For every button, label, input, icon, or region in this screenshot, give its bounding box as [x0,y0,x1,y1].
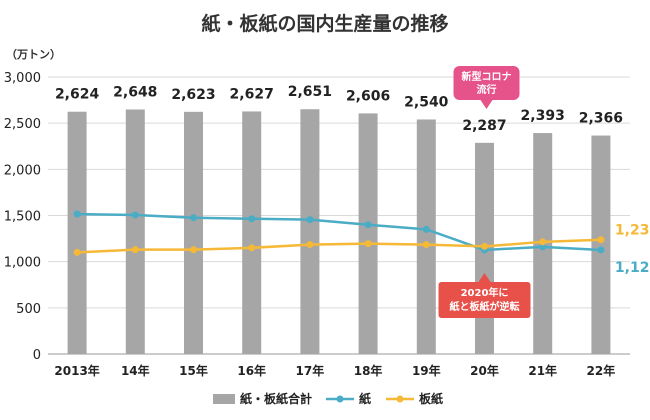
bar-value-label: 2,648 [113,85,157,101]
callout-text: 2020年に [461,286,509,299]
bar [242,111,262,354]
bar-value-label: 2,287 [462,118,506,134]
y-tick-label: 1,000 [4,256,41,271]
data-point [73,248,81,256]
line-series: 1,127 1,238 [73,210,650,276]
x-tick-label: 22年 [587,363,616,378]
bar-value-label: 2,651 [288,84,332,100]
data-point [306,241,314,249]
callout-box [438,282,531,318]
bar-value-label: 2,606 [346,88,390,104]
x-tick-label: 2013年 [54,363,99,378]
bar-value-label: 2,624 [55,87,100,103]
callout-box [453,66,520,100]
data-point [364,221,372,229]
data-point [248,215,256,223]
data-point [73,210,81,218]
data-point [597,236,605,244]
legend-label: 紙・板紙合計 [240,391,312,406]
bar [358,113,378,354]
bar-series [67,109,611,355]
bar-value-label: 2,393 [521,108,565,124]
legend-label: 板紙 [419,391,443,406]
x-tick-label: 18年 [354,363,383,378]
y-tick-label: 2,000 [4,163,41,178]
data-point [481,242,488,250]
x-tick-label: 16年 [237,363,266,378]
data-point [539,243,547,251]
bar-value-labels: 2,624 2,648 2,623 2,627 2,651 2,606 2,540 2,287… [55,84,623,134]
y-tick-label: 500 [16,302,41,317]
x-tick-label: 19年 [412,363,441,378]
y-tick-label: 0 [33,348,41,363]
legend-swatch-point [336,395,344,403]
bar-value-label: 2,627 [230,86,274,102]
callout-text: 新型コロナ [462,70,512,83]
y-tick-label: 2,500 [4,117,41,132]
legend-label: 紙 [359,391,371,406]
callout-pointer [480,100,493,109]
bar [300,109,320,354]
chart-title: 紙・板紙の国内生産量の推移 [201,12,448,35]
callout-text: 流行 [477,83,497,96]
legend: 紙・板紙合計 紙 板紙 [213,391,443,406]
series-end-label: 1,238 [615,223,650,239]
series-end-label: 1,127 [615,260,650,276]
data-point [364,240,372,248]
y-axis-unit: （万トン） [6,48,61,61]
series-line [77,238,601,254]
data-point [422,225,430,233]
data-point [131,211,139,219]
data-point [131,246,139,254]
x-tick-label: 14年 [121,363,150,378]
y-axis-ticks: 0 500 1,000 1,500 2,000 2,500 3,000 [4,71,41,363]
bar-value-label: 2,366 [579,111,623,127]
bar [591,135,611,354]
bar-value-label: 2,623 [171,87,215,103]
x-tick-label: 20年 [470,363,499,378]
x-tick-label: 17年 [296,363,325,378]
legend-swatch-point [396,395,404,403]
data-point [597,246,605,254]
bar [125,109,145,354]
data-point [190,214,197,222]
bar-value-label: 2,540 [404,94,449,110]
data-point [539,238,547,246]
callout-pointer [478,273,491,282]
y-tick-label: 1,500 [4,210,41,225]
y-tick-label: 3,000 [4,71,41,86]
data-point [190,246,197,254]
x-tick-label: 21年 [528,363,557,378]
bar [184,111,203,355]
callout-text: 紙と板紙が逆転 [450,300,520,313]
bar [416,119,436,355]
data-point [306,216,314,224]
x-axis-ticks: 2013年 14年 15年 16年 17年 18年 19年 20年 21年 22年 [54,363,615,378]
bar [67,111,87,354]
series-line [77,212,601,252]
data-point [422,241,430,249]
x-tick-label: 15年 [179,363,208,378]
legend-swatch-bar [213,394,235,404]
data-point [248,244,256,252]
